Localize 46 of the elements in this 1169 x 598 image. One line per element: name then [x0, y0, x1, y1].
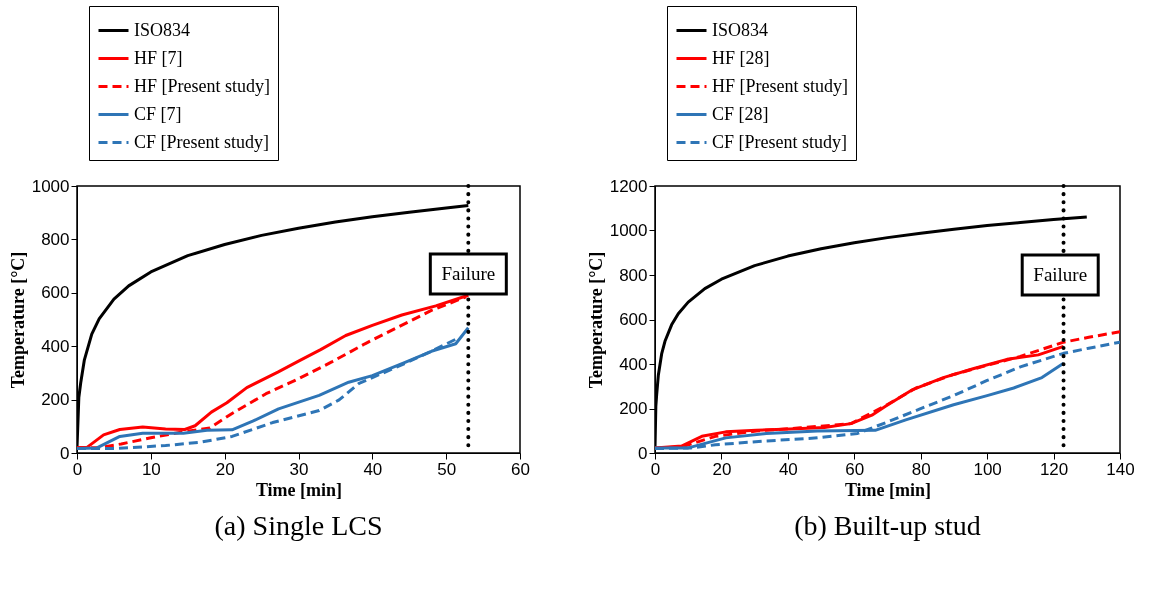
y-tick-label: 200 [619, 399, 648, 418]
annotation: Failure [1033, 264, 1088, 285]
x-axis-title: Time [min] [255, 479, 343, 500]
legend-label: CF [7] [134, 103, 182, 124]
y-tick-label: 1200 [609, 176, 648, 196]
x-tick-label: 80 [911, 459, 931, 479]
y-tick-label: 0 [638, 443, 648, 463]
x-tick-label: 60 [845, 459, 865, 479]
x-tick-label: 50 [437, 459, 457, 479]
y-tick-label: 1000 [31, 176, 70, 196]
y-tick-label: 800 [41, 229, 70, 249]
x-tick-label: 60 [511, 459, 530, 479]
legend-label: CF [Present study] [712, 131, 847, 152]
x-tick-label: 10 [141, 459, 161, 479]
x-tick-label: 100 [973, 459, 1002, 479]
legend-label: HF [Present study] [134, 75, 270, 96]
y-axis-title: Temperature [°C] [7, 251, 28, 389]
legend-label: HF [7] [134, 47, 183, 68]
y-tick-label: 400 [619, 354, 648, 374]
x-tick-label: 40 [363, 459, 383, 479]
legend-label: CF [28] [712, 103, 769, 124]
y-tick-label: 200 [41, 390, 70, 410]
y-tick-label: 1000 [609, 221, 648, 240]
text: (b) Built-up stud [794, 510, 981, 541]
x-tick-label: 0 [650, 459, 661, 479]
y-tick-label: 400 [41, 336, 70, 356]
legend-label: ISO834 [134, 19, 191, 40]
x-tick-label: 0 [72, 459, 83, 479]
y-tick-label: 0 [60, 443, 70, 463]
x-tick-label: 20 [712, 459, 732, 479]
y-tick-label: 600 [619, 310, 648, 329]
x-tick-label: 120 [1039, 459, 1069, 479]
legend-label: HF [Present study] [712, 75, 848, 96]
x-tick-label: 40 [778, 459, 798, 479]
x-tick-label: 20 [215, 459, 235, 479]
legend-label: ISO834 [712, 19, 769, 40]
legend-label: CF [Present study] [134, 131, 269, 152]
legend-label: HF [28] [712, 47, 770, 68]
y-tick-label: 800 [619, 265, 648, 285]
x-axis-title: Time [min] [844, 479, 932, 500]
text: (a) Single LCS [214, 510, 383, 541]
annotation: Failure [441, 263, 496, 285]
x-tick-label: 140 [1106, 459, 1135, 479]
y-tick-label: 600 [41, 283, 70, 303]
y-axis-title: Temperature [°C] [585, 251, 606, 389]
x-tick-label: 30 [289, 459, 309, 479]
